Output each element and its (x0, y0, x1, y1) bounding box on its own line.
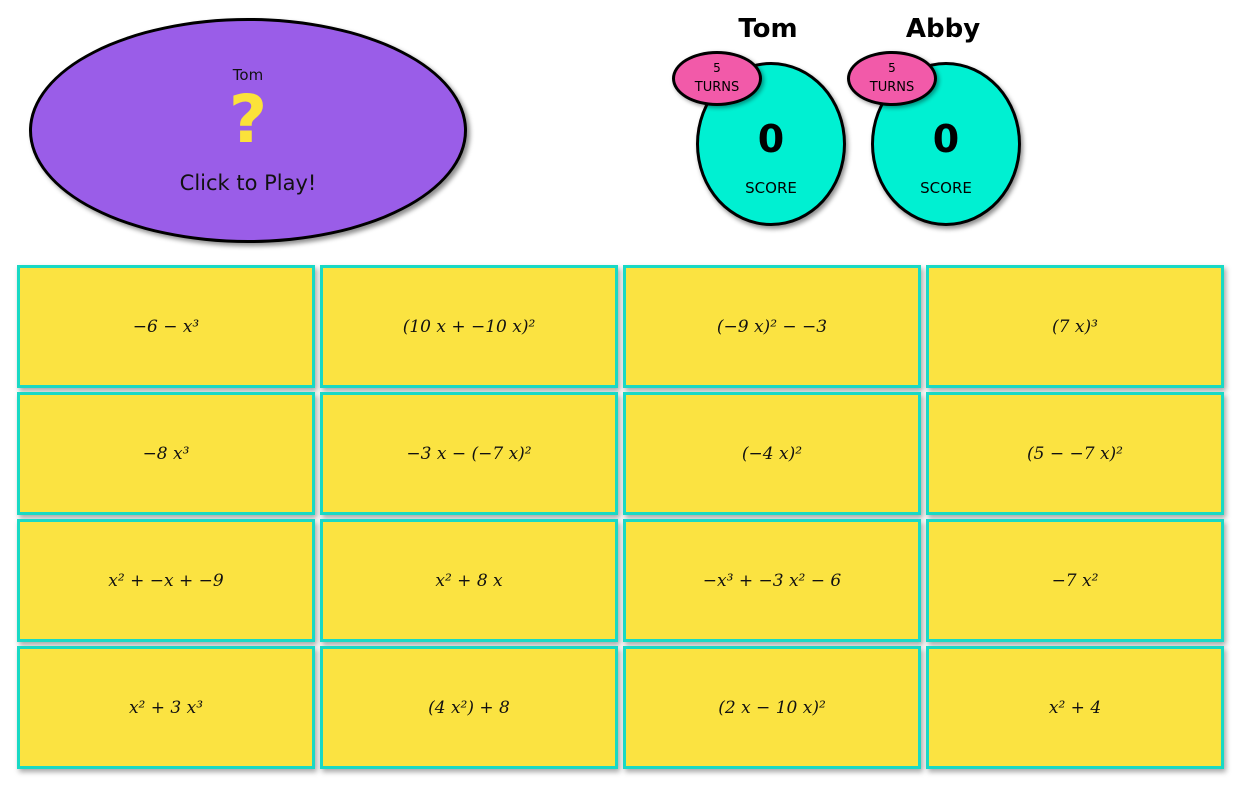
expression-card[interactable]: −7 x² (926, 519, 1224, 642)
turns-label: TURNS (694, 80, 740, 95)
expression-card[interactable]: (−9 x)² − −3 (623, 265, 921, 388)
play-button[interactable]: Tom ? Click to Play! (29, 18, 467, 243)
score-circle: 0 SCORE (871, 62, 1021, 226)
turns-badge: 5 TURNS (847, 51, 937, 106)
score-value: 0 (932, 117, 960, 161)
expression-card[interactable]: (4 x²) + 8 (320, 646, 618, 769)
player-panel-abby: Abby 0 SCORE 5 TURNS (847, 14, 1027, 229)
player-name: Tom (738, 14, 798, 44)
card-grid: −6 − x³ (10 x + −10 x)² (−9 x)² − −3 (7 … (17, 265, 1227, 775)
player-panel-tom: Tom 0 SCORE 5 TURNS (672, 14, 852, 229)
expression-card[interactable]: −3 x − (−7 x)² (320, 392, 618, 515)
expression-card[interactable]: x² + −x + −9 (17, 519, 315, 642)
score-label: SCORE (920, 179, 972, 197)
turns-badge: 5 TURNS (672, 51, 762, 106)
expression-card[interactable]: (7 x)³ (926, 265, 1224, 388)
turns-label: TURNS (869, 80, 915, 95)
player-name: Abby (905, 14, 981, 44)
expression-card[interactable]: −x³ + −3 x² − 6 (623, 519, 921, 642)
expression-card[interactable]: (2 x − 10 x)² (623, 646, 921, 769)
current-player-name: Tom (232, 66, 264, 84)
score-value: 0 (757, 117, 785, 161)
expression-card[interactable]: (10 x + −10 x)² (320, 265, 618, 388)
expression-card[interactable]: x² + 4 (926, 646, 1224, 769)
expression-card[interactable]: x² + 8 x (320, 519, 618, 642)
expression-card[interactable]: −8 x³ (17, 392, 315, 515)
score-label: SCORE (745, 179, 797, 197)
play-label: Click to Play! (179, 171, 317, 195)
expression-card[interactable]: x² + 3 x³ (17, 646, 315, 769)
turns-count: 5 (888, 61, 896, 75)
expression-card[interactable]: (5 − −7 x)² (926, 392, 1224, 515)
expression-card[interactable]: −6 − x³ (17, 265, 315, 388)
expression-card[interactable]: (−4 x)² (623, 392, 921, 515)
turns-count: 5 (713, 61, 721, 75)
question-mark-icon: ? (228, 81, 268, 158)
